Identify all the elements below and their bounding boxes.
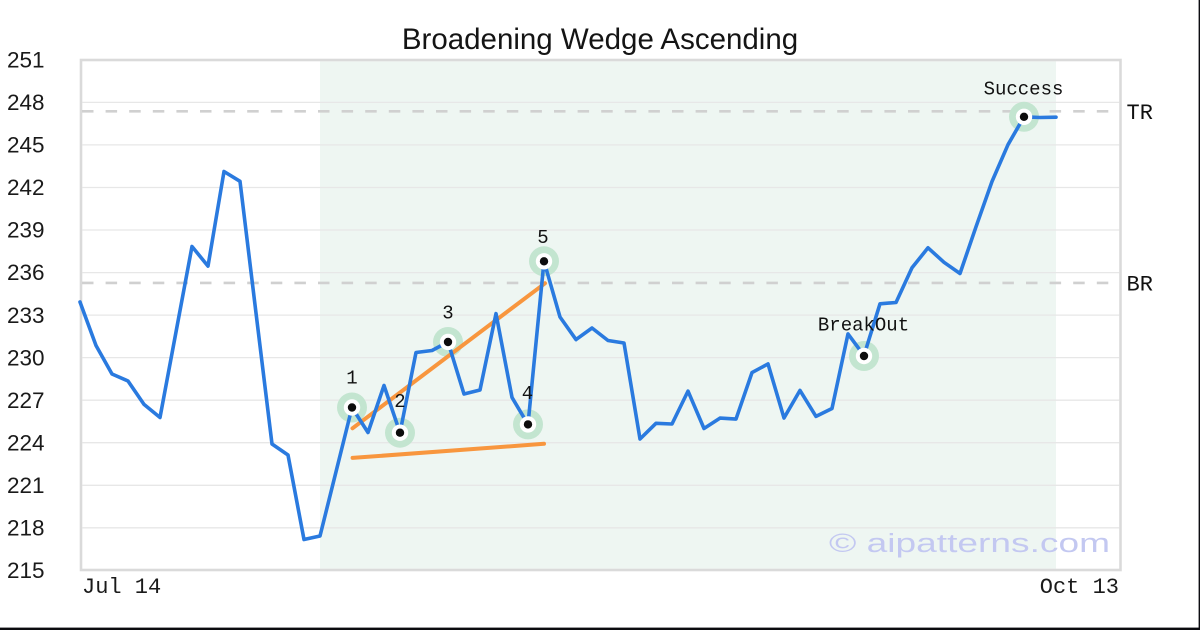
svg-text:242: 242 [7,175,45,200]
svg-text:224: 224 [7,430,45,455]
svg-text:Jul 14: Jul 14 [82,575,161,600]
svg-text:1: 1 [346,368,357,390]
svg-text:3: 3 [442,303,453,325]
svg-text:227: 227 [7,388,45,413]
svg-text:218: 218 [7,515,45,540]
svg-text:248: 248 [7,90,45,115]
svg-text:4: 4 [522,383,533,405]
svg-text:245: 245 [7,133,45,158]
svg-text:Success: Success [984,79,1064,101]
svg-text:BR: BR [1127,273,1153,298]
svg-text:© aipatterns.com: © aipatterns.com [829,530,1110,558]
svg-text:215: 215 [7,558,45,583]
svg-text:233: 233 [7,303,45,328]
svg-text:Oct 13: Oct 13 [1040,575,1119,600]
svg-text:BreakOut: BreakOut [818,315,909,337]
svg-text:2: 2 [394,391,405,413]
svg-text:5: 5 [537,227,548,249]
svg-text:TR: TR [1127,101,1153,126]
svg-text:Broadening Wedge Ascending: Broadening Wedge Ascending [402,23,798,56]
svg-text:230: 230 [7,345,45,370]
svg-text:221: 221 [7,473,45,498]
svg-text:251: 251 [7,48,45,73]
svg-text:239: 239 [7,218,45,243]
svg-text:236: 236 [7,260,45,285]
